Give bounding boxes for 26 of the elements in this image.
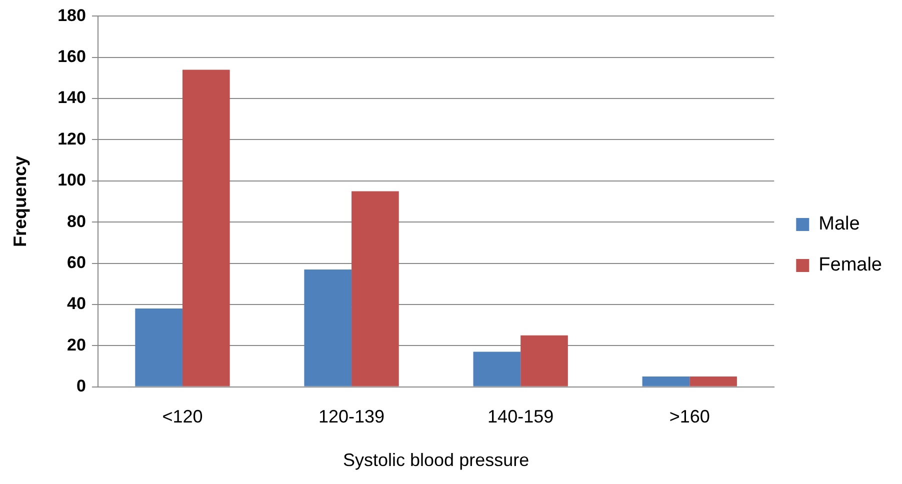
y-tick-label: 60 (67, 252, 86, 272)
legend-label: Female (818, 254, 882, 276)
y-tick-label: 0 (76, 376, 86, 396)
y-axis-title: Frequency (10, 156, 30, 248)
y-tick-label: 140 (58, 88, 86, 108)
y-tick-label: 80 (67, 212, 86, 231)
bar (473, 352, 521, 386)
x-axis-title: Systolic blood pressure (343, 450, 530, 470)
x-tick-label: 120-139 (318, 406, 385, 427)
y-tick-label: 120 (58, 129, 86, 148)
y-tick-label: 100 (58, 170, 86, 190)
y-tick-label: 20 (67, 335, 86, 354)
bar (690, 376, 737, 386)
y-tick-label: 40 (67, 294, 86, 314)
bar (642, 376, 690, 386)
x-tick-label: 140-159 (488, 406, 554, 427)
bar (182, 70, 230, 386)
bar (352, 191, 399, 386)
x-tick-label: <120 (162, 406, 203, 427)
bar (304, 269, 352, 386)
legend-label: Male (818, 214, 860, 235)
bar (135, 308, 182, 386)
y-tick-label: 180 (58, 6, 86, 25)
y-tick-label: 160 (58, 47, 86, 66)
bar (520, 335, 568, 386)
x-tick-label: >160 (669, 406, 710, 427)
